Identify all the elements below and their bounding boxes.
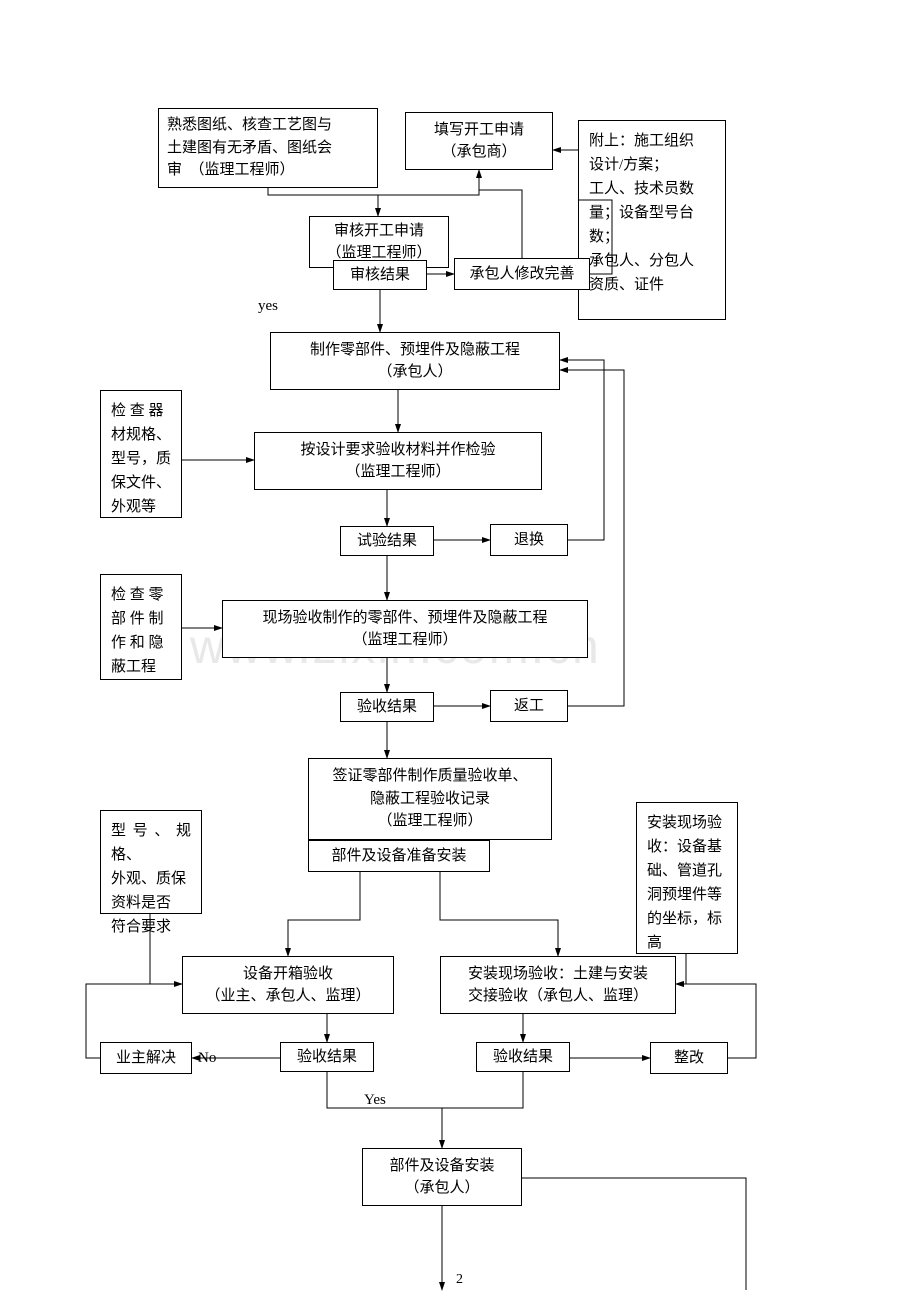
text-line: 熟悉图纸、核查工艺图与 bbox=[167, 114, 332, 137]
node-review-result: 审核结果 bbox=[333, 260, 427, 290]
node-install-site-accept: 安装现场验收：土建与安装 交接验收（承包人、监理） bbox=[440, 956, 676, 1014]
text-line: （监理工程师） bbox=[352, 629, 457, 652]
text-line: 资料是否 bbox=[111, 891, 191, 915]
text-line: 土建图有无矛盾、图纸会 bbox=[167, 137, 332, 160]
label-yes-lower: Yes bbox=[364, 1092, 386, 1109]
text-line: 验收结果 bbox=[297, 1046, 357, 1069]
node-contractor-revise: 承包人修改完善 bbox=[454, 258, 590, 290]
text-line: （承包人） bbox=[377, 361, 452, 384]
node-return: 退换 bbox=[490, 524, 568, 556]
node-check-parts: 检 查 零 部 件 制 作 和 隐 蔽工程 bbox=[100, 574, 182, 680]
text-line: 的坐标，标 bbox=[647, 907, 727, 931]
text-line: 部件及设备准备安装 bbox=[331, 845, 466, 868]
node-rectify: 整改 bbox=[650, 1042, 728, 1074]
node-install-site-check: 安装现场验 收：设备基 础、管道孔 洞预埋件等 的坐标，标 高 bbox=[636, 802, 738, 954]
text-line: 外观等 bbox=[111, 495, 171, 519]
node-sign-certificate: 签证零部件制作质量验收单、 隐蔽工程验收记录 （监理工程师） bbox=[308, 758, 552, 840]
node-onsite-accept-parts: 现场验收制作的零部件、预埋件及隐蔽工程 （监理工程师） bbox=[222, 600, 588, 658]
text-line: 数； bbox=[589, 225, 715, 249]
label-yes-upper: yes bbox=[258, 298, 278, 315]
text-line: 型号，质 bbox=[111, 447, 171, 471]
text-line: 现场验收制作的零部件、预埋件及隐蔽工程 bbox=[262, 607, 547, 630]
text-line: 返工 bbox=[514, 695, 544, 718]
text-line: 设计/方案； bbox=[589, 153, 715, 177]
text-line: 验收结果 bbox=[493, 1046, 553, 1069]
node-accept-materials: 按设计要求验收材料并作检验 （监理工程师） bbox=[254, 432, 542, 490]
text-line: （业主、承包人、监理） bbox=[205, 985, 370, 1008]
text-line: 交接验收（承包人、监理） bbox=[468, 985, 648, 1008]
node-check-model-spec: 型号、规格、 外观、质保 资料是否 符合要求 bbox=[100, 810, 202, 914]
text-line: 安装现场验 bbox=[647, 811, 727, 835]
text-line: 检 查 器 bbox=[111, 399, 171, 423]
text-line: 量；设备型号台 bbox=[589, 201, 715, 225]
text-line: 退换 bbox=[514, 529, 544, 552]
text-line: （监理工程师） bbox=[345, 461, 450, 484]
node-accept-result-left: 验收结果 bbox=[280, 1042, 374, 1072]
text-line: 外观、质保 bbox=[111, 867, 191, 891]
text-line: 符合要求 bbox=[111, 915, 191, 939]
text-line: 审 （监理工程师） bbox=[167, 159, 295, 182]
text-line: 承包人修改完善 bbox=[469, 263, 574, 286]
node-check-materials: 检 查 器 材规格、 型号，质 保文件、 外观等 bbox=[100, 390, 182, 518]
node-prepare-install: 部件及设备准备安装 bbox=[308, 840, 490, 872]
node-owner-resolve: 业主解决 bbox=[100, 1042, 192, 1074]
node-attachments: 附上：施工组织 设计/方案； 工人、技术员数 量；设备型号台 数； 承包人、分包… bbox=[578, 120, 726, 320]
node-acceptance-result: 验收结果 bbox=[340, 692, 434, 722]
text-line: （监理工程师） bbox=[377, 810, 482, 833]
label-no: No bbox=[198, 1050, 216, 1067]
text-line: 检 查 零 bbox=[111, 583, 171, 607]
node-review-drawings: 熟悉图纸、核查工艺图与 土建图有无矛盾、图纸会 审 （监理工程师） bbox=[158, 108, 378, 188]
text-line: 制作零部件、预埋件及隐蔽工程 bbox=[310, 339, 520, 362]
text-line: 工人、技术员数 bbox=[589, 177, 715, 201]
page-number: 2 bbox=[456, 1272, 463, 1288]
text-line: 隐蔽工程验收记录 bbox=[370, 788, 490, 811]
text-line: 附上：施工组织 bbox=[589, 129, 715, 153]
text-line: 审核结果 bbox=[350, 264, 410, 287]
text-line: 保文件、 bbox=[111, 471, 171, 495]
text-line: 承包人、分包人 bbox=[589, 249, 715, 273]
text-line: 整改 bbox=[674, 1047, 704, 1070]
text-line: 审核开工申请 bbox=[334, 220, 424, 243]
text-line: 填写开工申请 bbox=[434, 119, 524, 142]
node-test-result: 试验结果 bbox=[340, 526, 434, 556]
node-accept-result-right: 验收结果 bbox=[476, 1042, 570, 1072]
text-line: 按设计要求验收材料并作检验 bbox=[300, 439, 495, 462]
text-line: 验收结果 bbox=[357, 696, 417, 719]
text-line: 础、管道孔 bbox=[647, 859, 727, 883]
node-parts-install: 部件及设备安装 （承包人） bbox=[362, 1148, 522, 1206]
text-line: 安装现场验收：土建与安装 bbox=[468, 963, 648, 986]
text-line: 高 bbox=[647, 931, 727, 955]
text-line: 收：设备基 bbox=[647, 835, 727, 859]
node-unbox-accept: 设备开箱验收 （业主、承包人、监理） bbox=[182, 956, 394, 1014]
text-line: 蔽工程 bbox=[111, 655, 171, 679]
text-line: 型号、规格、 bbox=[111, 819, 191, 867]
node-manufacture-parts: 制作零部件、预埋件及隐蔽工程 （承包人） bbox=[270, 332, 560, 390]
text-line: 业主解决 bbox=[116, 1047, 176, 1070]
text-line: （承包商） bbox=[441, 141, 516, 164]
text-line: 洞预埋件等 bbox=[647, 883, 727, 907]
text-line: 部 件 制 bbox=[111, 607, 171, 631]
node-fill-application: 填写开工申请 （承包商） bbox=[405, 112, 553, 170]
text-line: 作 和 隐 bbox=[111, 631, 171, 655]
text-line: 设备开箱验收 bbox=[243, 963, 333, 986]
text-line: （承包人） bbox=[404, 1177, 479, 1200]
text-line: 材规格、 bbox=[111, 423, 171, 447]
text-line: 试验结果 bbox=[357, 530, 417, 553]
node-rework: 返工 bbox=[490, 690, 568, 722]
text-line: 部件及设备安装 bbox=[389, 1155, 494, 1178]
text-line: 资质、证件 bbox=[589, 273, 715, 297]
text-line: 签证零部件制作质量验收单、 bbox=[332, 765, 527, 788]
